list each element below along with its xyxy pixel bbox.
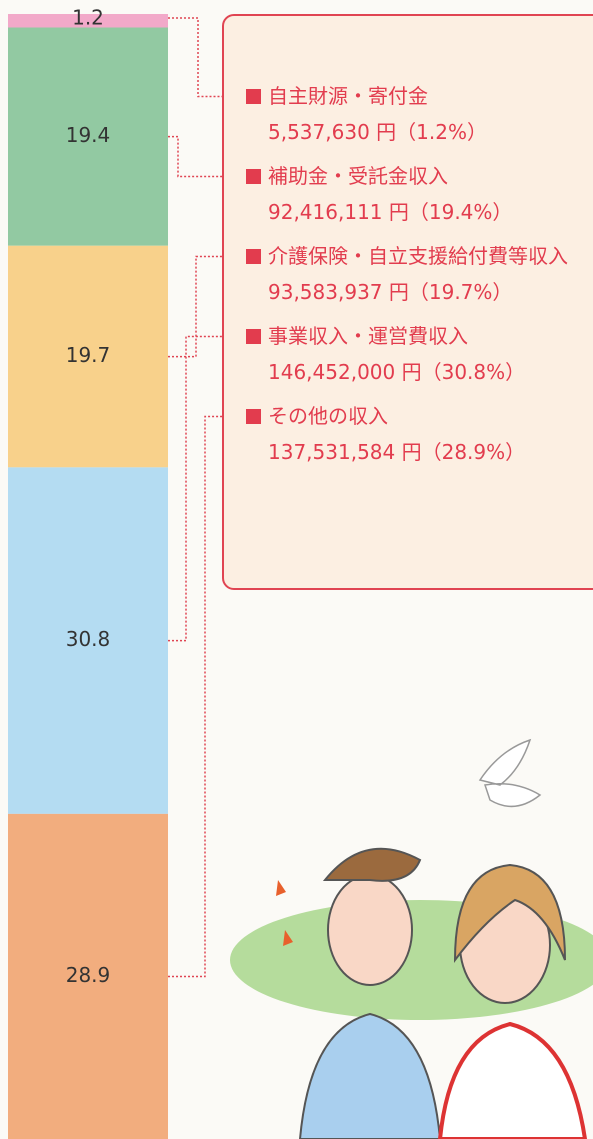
legend-marker: [246, 169, 261, 184]
legend-detail: 146,452,000 円（30.8%）: [246, 354, 566, 390]
legend-name: 事業収入・運営費収入: [246, 318, 568, 354]
legend-name: 自主財源・寄付金: [246, 78, 568, 114]
bar-label: 19.4: [66, 123, 111, 147]
legend-marker: [246, 329, 261, 344]
legend-item: 補助金・受託金収入 92,416,111 円（19.4%）: [246, 158, 566, 230]
legend-items: 自主財源・寄付金 5,537,630 円（1.2%） 補助金・受託金収入 92,416…: [246, 78, 566, 478]
legend: 自主財源・寄付金 5,537,630 円（1.2%） 補助金・受託金収入 92,416…: [222, 14, 593, 590]
bar-label: 1.2: [72, 6, 104, 30]
legend-detail: 92,416,111 円（19.4%）: [246, 194, 566, 230]
legend-name-text: 事業収入・運営費収入: [268, 324, 468, 348]
legend-marker: [246, 409, 261, 424]
legend-name: その他の収入: [246, 398, 568, 434]
bar-label: 30.8: [66, 627, 111, 651]
legend-detail: 137,531,584 円（28.9%）: [246, 434, 566, 470]
legend-item: 自主財源・寄付金 5,537,630 円（1.2%）: [246, 78, 566, 150]
legend-detail: 93,583,937 円（19.7%）: [246, 274, 566, 310]
legend-marker: [246, 249, 261, 264]
illustration: [230, 740, 593, 1139]
legend-item: 介護保険・自立支援給付費等収入 93,583,937 円（19.7%）: [246, 238, 566, 310]
legend-name-text: 介護保険・自立支援給付費等収入: [268, 244, 568, 268]
legend-item: その他の収入 137,531,584 円（28.9%）: [246, 398, 566, 470]
legend-name-text: その他の収入: [268, 404, 388, 428]
legend-item: 事業収入・運営費収入 146,452,000 円（30.8%）: [246, 318, 566, 390]
legend-marker: [246, 89, 261, 104]
bar-label: 19.7: [66, 343, 111, 367]
legend-name-text: 自主財源・寄付金: [268, 84, 428, 108]
page: {"chart_data": {"type": "stacked_bar", "…: [0, 0, 593, 1139]
legend-name-text: 補助金・受託金収入: [268, 164, 448, 188]
legend-name: 補助金・受託金収入: [246, 158, 568, 194]
legend-name: 介護保険・自立支援給付費等収入: [246, 238, 568, 274]
legend-detail: 5,537,630 円（1.2%）: [246, 114, 566, 150]
bar-label: 28.9: [66, 963, 111, 987]
